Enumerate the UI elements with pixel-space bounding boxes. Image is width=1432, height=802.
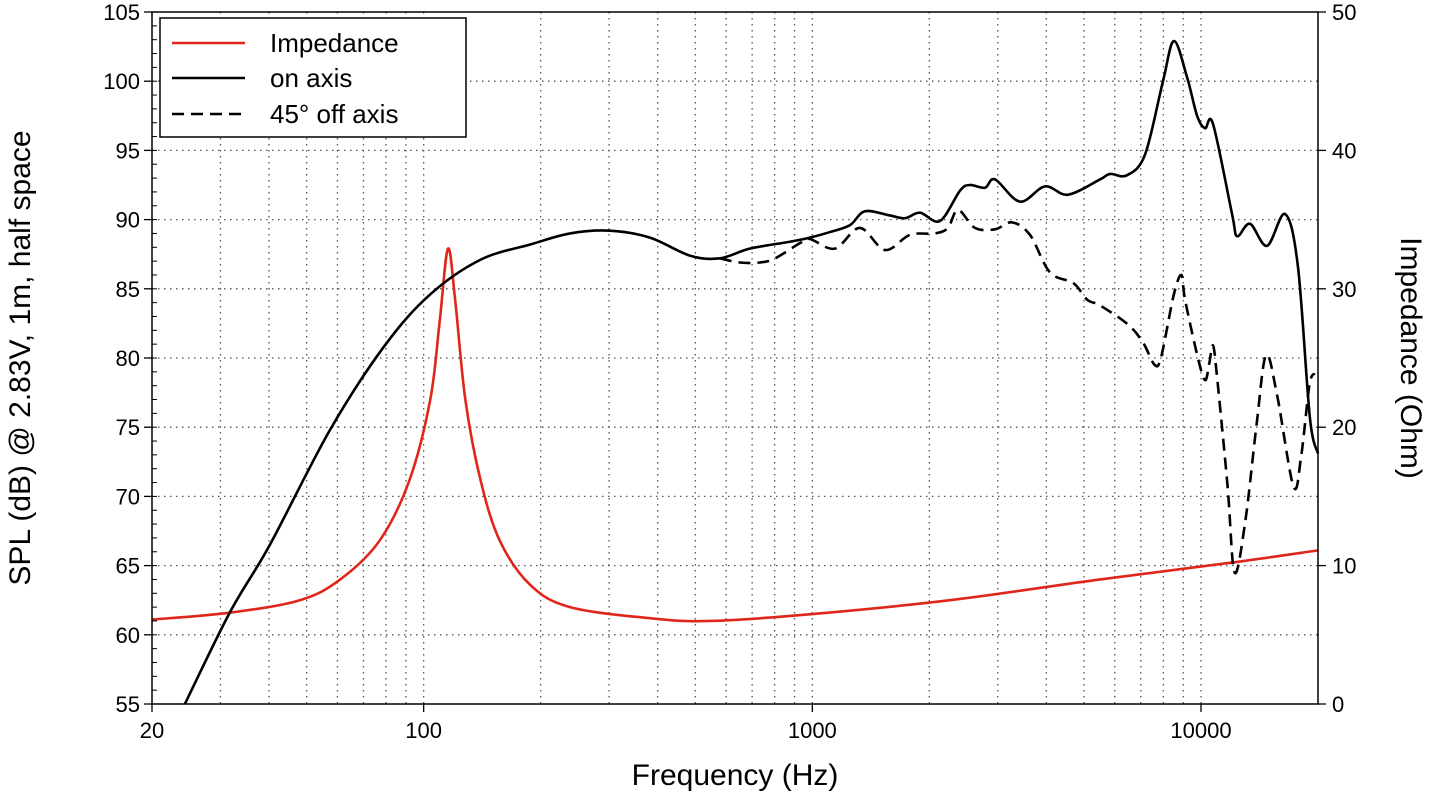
series-line-on-axis [183, 39, 1320, 705]
y2-tick-label: 0 [1332, 692, 1344, 717]
y2-tick-label: 40 [1332, 138, 1356, 163]
legend-label-on-axis: on axis [270, 63, 352, 93]
y2-tick-label: 10 [1332, 554, 1356, 579]
x-axis-label: Frequency (Hz) [632, 759, 839, 792]
y-tick-label: 65 [116, 554, 140, 579]
series-line-45-off-axis [719, 208, 1316, 575]
y-tick-label: 70 [116, 484, 140, 509]
y2-tick-label: 30 [1332, 277, 1356, 302]
y-tick-label: 60 [116, 623, 140, 648]
x-tick-label: 20 [140, 718, 164, 743]
series-line-impedance [151, 247, 1319, 623]
y-tick-label: 100 [103, 69, 140, 94]
x-tick-label: 100 [405, 718, 442, 743]
y2-tick-label: 20 [1332, 415, 1356, 440]
legend-label-impedance: Impedance [270, 28, 399, 58]
y-tick-label: 80 [116, 346, 140, 371]
y-axis-label: SPL (dB) @ 2.83V, 1m, half space [4, 130, 37, 585]
x-tick-label: 10000 [1170, 718, 1231, 743]
legend: Impedance on axis 45° off axis [159, 17, 467, 138]
series-layer [151, 39, 1320, 705]
y2-axis-label: Impedance (Ohm) [1394, 237, 1427, 479]
y-tick-label: 75 [116, 415, 140, 440]
y-tick-label: 85 [116, 277, 140, 302]
y-tick-label: 95 [116, 138, 140, 163]
y-tick-label: 55 [116, 692, 140, 717]
y2-tick-label: 50 [1332, 0, 1356, 25]
ticks: 55 60 65 70 75 80 85 90 95 100 105 0 10 20 30 40 50 20 100… [103, 0, 1356, 743]
grid [152, 12, 1318, 704]
legend-label-off-axis: 45° off axis [270, 99, 398, 129]
y-tick-label: 105 [103, 0, 140, 25]
x-tick-label: 1000 [788, 718, 837, 743]
y-tick-label: 90 [116, 208, 140, 233]
